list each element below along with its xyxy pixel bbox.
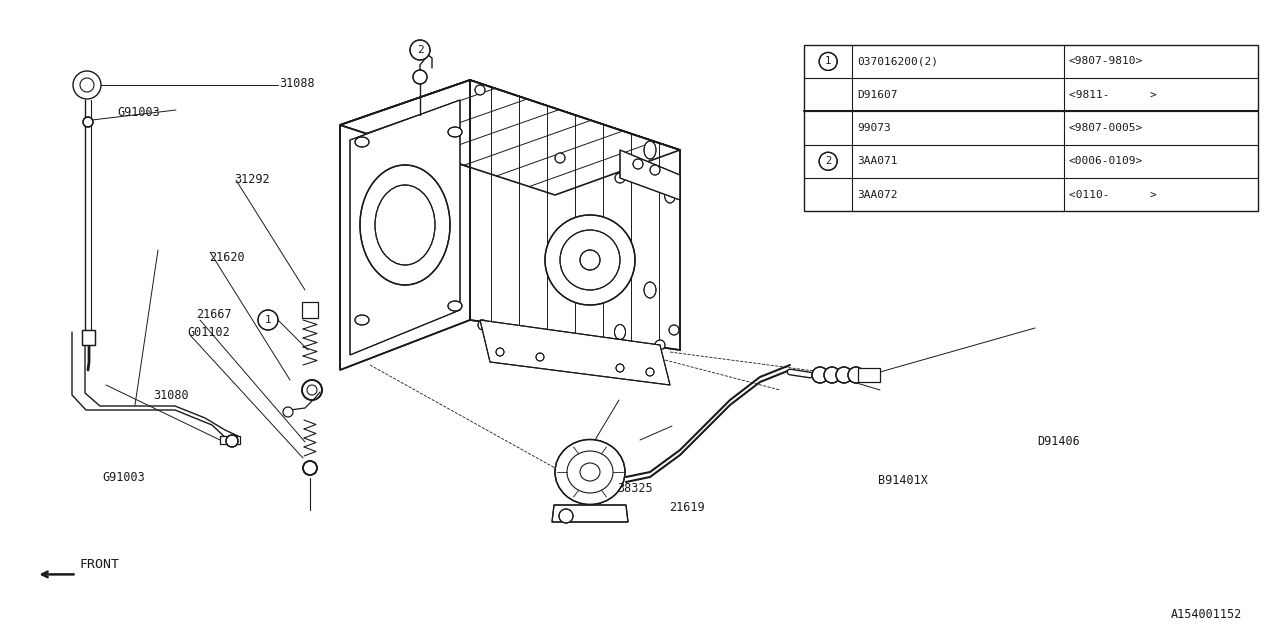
Text: 21620: 21620	[209, 251, 244, 264]
Circle shape	[475, 85, 485, 95]
Text: 2: 2	[416, 45, 424, 55]
Polygon shape	[480, 320, 669, 385]
Text: 037016200(2): 037016200(2)	[858, 56, 938, 67]
Text: 3AA072: 3AA072	[858, 189, 899, 200]
Circle shape	[497, 348, 504, 356]
Circle shape	[812, 367, 828, 383]
Polygon shape	[220, 436, 241, 444]
Circle shape	[849, 367, 864, 383]
Text: A154001152: A154001152	[1170, 608, 1242, 621]
Polygon shape	[349, 100, 460, 355]
Circle shape	[410, 40, 430, 60]
Text: G91003: G91003	[102, 471, 145, 484]
Circle shape	[650, 165, 660, 175]
Polygon shape	[340, 80, 470, 370]
Circle shape	[614, 173, 625, 183]
Circle shape	[303, 461, 317, 475]
Circle shape	[824, 367, 840, 383]
Ellipse shape	[644, 282, 657, 298]
Circle shape	[663, 180, 673, 190]
Ellipse shape	[355, 315, 369, 325]
Ellipse shape	[355, 137, 369, 147]
Text: <0110-      >: <0110- >	[1069, 189, 1156, 200]
Ellipse shape	[556, 440, 625, 504]
Ellipse shape	[534, 331, 547, 349]
Circle shape	[616, 364, 625, 372]
Polygon shape	[82, 330, 95, 345]
Text: 38325: 38325	[617, 483, 653, 495]
Text: 3AA071: 3AA071	[858, 156, 899, 166]
Text: 21667: 21667	[196, 308, 232, 321]
Bar	[804, 45, 1258, 211]
Text: 31088: 31088	[279, 77, 315, 90]
Text: 21619: 21619	[669, 501, 705, 514]
Text: D91607: D91607	[858, 90, 899, 100]
Ellipse shape	[664, 187, 676, 203]
Text: 31080: 31080	[154, 389, 189, 402]
Polygon shape	[470, 80, 680, 350]
Text: B91401X: B91401X	[878, 474, 928, 486]
Text: G01102: G01102	[187, 326, 229, 339]
Polygon shape	[620, 150, 680, 200]
Text: <9807-0005>: <9807-0005>	[1069, 123, 1143, 133]
Text: 2: 2	[826, 156, 831, 166]
Text: <9811-      >: <9811- >	[1069, 90, 1156, 100]
Ellipse shape	[644, 141, 657, 159]
Circle shape	[477, 320, 488, 330]
Circle shape	[227, 435, 238, 447]
Text: <0006-0109>: <0006-0109>	[1069, 156, 1143, 166]
Ellipse shape	[375, 185, 435, 265]
Ellipse shape	[360, 165, 451, 285]
Circle shape	[646, 368, 654, 376]
Ellipse shape	[545, 215, 635, 305]
Text: G91003: G91003	[118, 106, 160, 118]
Ellipse shape	[614, 324, 626, 339]
Polygon shape	[340, 80, 680, 195]
Circle shape	[655, 340, 666, 350]
Text: 1: 1	[265, 315, 271, 325]
Circle shape	[634, 159, 643, 169]
Circle shape	[83, 117, 93, 127]
Text: 99073: 99073	[858, 123, 891, 133]
Ellipse shape	[580, 250, 600, 270]
Text: 31292: 31292	[234, 173, 270, 186]
Text: FRONT: FRONT	[79, 558, 119, 571]
Text: D91406: D91406	[1037, 435, 1079, 448]
Ellipse shape	[448, 301, 462, 311]
Circle shape	[819, 52, 837, 70]
Circle shape	[302, 380, 323, 400]
Text: <9807-9810>: <9807-9810>	[1069, 56, 1143, 67]
Ellipse shape	[561, 230, 620, 290]
Circle shape	[559, 509, 573, 523]
Circle shape	[819, 152, 837, 170]
Polygon shape	[552, 505, 628, 522]
Ellipse shape	[448, 127, 462, 137]
Circle shape	[556, 153, 564, 163]
Circle shape	[283, 407, 293, 417]
Circle shape	[536, 353, 544, 361]
Circle shape	[73, 71, 101, 99]
Polygon shape	[858, 368, 881, 382]
Circle shape	[413, 70, 428, 84]
Circle shape	[259, 310, 278, 330]
Text: 1: 1	[826, 56, 831, 67]
Ellipse shape	[506, 343, 515, 357]
Circle shape	[836, 367, 852, 383]
Circle shape	[669, 325, 678, 335]
Bar	[302, 302, 317, 318]
